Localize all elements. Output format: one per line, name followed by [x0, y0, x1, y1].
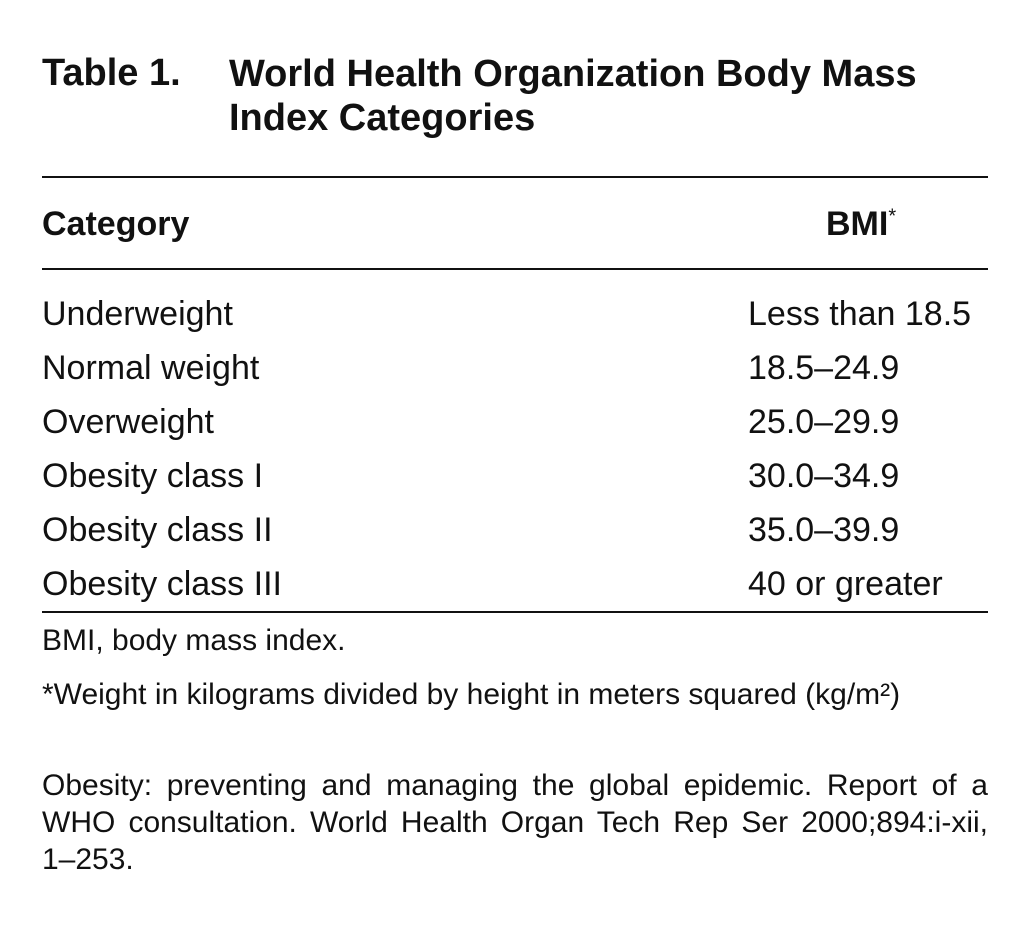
bmi-cell: 18.5–24.9	[748, 349, 900, 387]
category-cell: Obesity class I	[42, 457, 264, 495]
category-cell: Underweight	[42, 295, 233, 333]
bmi-cell: Less than 18.5	[748, 295, 972, 333]
column-header: Category	[42, 205, 190, 243]
column-header: BMI*	[826, 205, 896, 244]
category-cell: Normal weight	[42, 349, 260, 387]
category-cell: Overweight	[42, 403, 214, 441]
bmi-cell: 40 or greater	[748, 565, 943, 603]
table-title: World Health Organization Body Mass Inde…	[229, 53, 917, 139]
category-cell: Obesity class III	[42, 565, 282, 603]
footnote: *Weight in kilograms divided by height i…	[42, 678, 901, 711]
bmi-cell: 30.0–34.9	[748, 457, 900, 495]
footnote: Obesity: preventing and managing the glo…	[42, 769, 988, 876]
category-cell: Obesity class II	[42, 511, 273, 549]
footnote: BMI, body mass index.	[42, 624, 346, 657]
top-rule	[42, 176, 988, 178]
header-rule	[42, 268, 988, 270]
table-label: Table 1.	[42, 52, 181, 94]
column-header-text: BMI	[826, 205, 889, 243]
bmi-cell: 25.0–29.9	[748, 403, 900, 441]
bmi-cell: 35.0–39.9	[748, 511, 900, 549]
column-marker: *	[888, 205, 897, 228]
bottom-rule	[42, 611, 988, 613]
